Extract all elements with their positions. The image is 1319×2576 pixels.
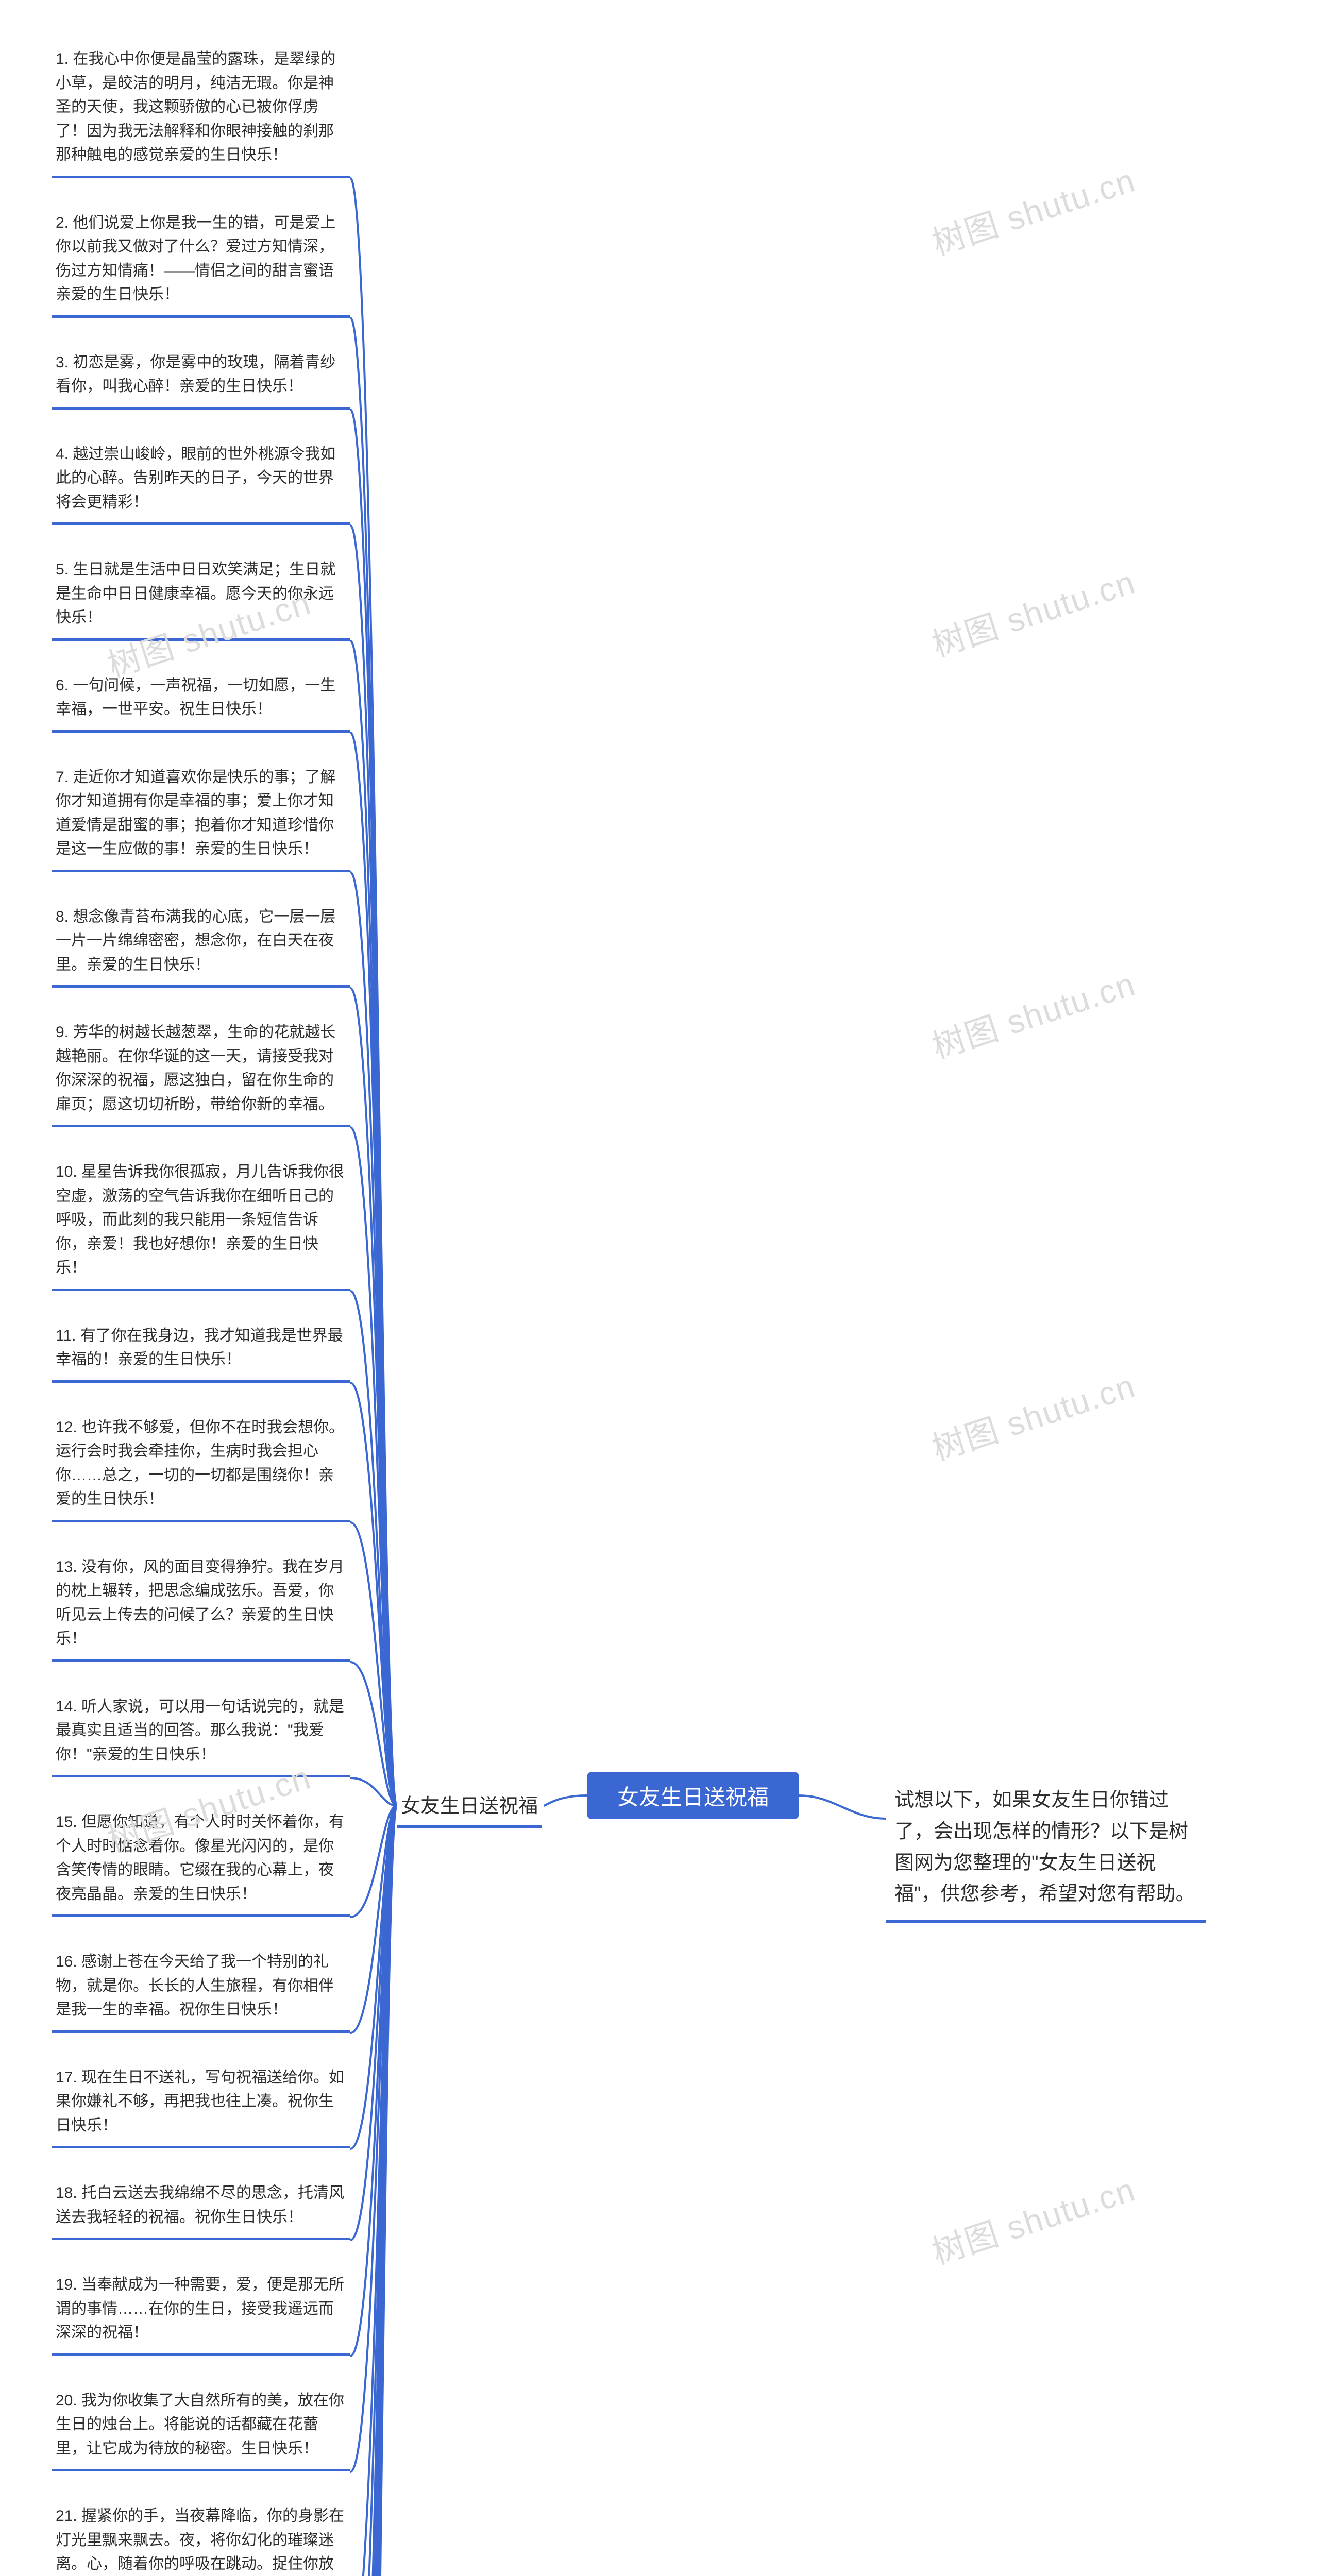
leaf-node: 20. 我为你收集了大自然所有的美，放在你生日的烛台上。将能说的话都藏在花蕾里，… bbox=[52, 2383, 350, 2472]
left-branch-heading: 女友生日送祝福 bbox=[397, 1783, 542, 1828]
leaf-node: 8. 想念像青苔布满我的心底，它一层一层一片一片绵绵密密，想念你，在白天在夜里。… bbox=[52, 899, 350, 988]
leaf-node: 6. 一句问候，一声祝福，一切如愿，一生幸福，一世平安。祝生日快乐！ bbox=[52, 668, 350, 733]
left-branch-label: 女友生日送祝福 bbox=[401, 1795, 538, 1817]
right-description: 试想以下，如果女友生日你错过了，会出现怎样的情形？以下是树图网为您整理的"女友生… bbox=[886, 1774, 1206, 1923]
leaf-node: 5. 生日就是生活中日日欢笑满足；生日就是生命中日日健康幸福。愿今天的你永远快乐… bbox=[52, 552, 350, 641]
leaf-node: 13. 没有你，风的面目变得狰狞。我在岁月的枕上辗转，把思念编成弦乐。吾爱，你听… bbox=[52, 1549, 350, 1662]
leaf-node: 14. 听人家说，可以用一句话说完的，就是最真实且适当的回答。那么我说："我爱你… bbox=[52, 1689, 350, 1778]
root-node: 女友生日送祝福 bbox=[587, 1772, 799, 1819]
leaf-node: 16. 感谢上苍在今天给了我一个特别的礼物，就是你。长长的人生旅程，有你相伴是我… bbox=[52, 1944, 350, 2033]
leaf-node: 10. 星星告诉我你很孤寂，月儿告诉我你很空虚，激荡的空气告诉我你在细听日己的呼… bbox=[52, 1154, 350, 1291]
watermark: 树图 shutu.cn bbox=[925, 2163, 1141, 2274]
leaf-node: 17. 现在生日不送礼，写句祝福送给你。如果你嫌礼不够，再把我也往上凑。祝你生日… bbox=[52, 2060, 350, 2149]
leaf-node: 11. 有了你在我身边，我才知道我是世界最幸福的！亲爱的生日快乐！ bbox=[52, 1318, 350, 1383]
root-label: 女友生日送祝福 bbox=[617, 1780, 769, 1811]
leaf-node: 15. 但愿你知道，有个人时时关怀着你，有个人时时惦念着你。像星光闪闪的，是你含… bbox=[52, 1804, 350, 1917]
leaf-node: 18. 托白云送去我绵绵不尽的思念，托清风送去我轻轻的祝福。祝你生日快乐！ bbox=[52, 2175, 350, 2240]
leaf-node: 21. 握紧你的手，当夜幕降临，你的身影在灯光里飘来飘去。夜，将你幻化的璀璨迷离… bbox=[52, 2498, 350, 2576]
watermark: 树图 shutu.cn bbox=[925, 556, 1141, 666]
leaf-node: 2. 他们说爱上你是我一生的错，可是爱上你以前我又做对了什么？爱过方知情深，伤过… bbox=[52, 205, 350, 318]
watermark: 树图 shutu.cn bbox=[925, 154, 1141, 264]
watermark: 树图 shutu.cn bbox=[925, 2565, 1141, 2576]
leaf-node: 19. 当奉献成为一种需要，爱，便是那无所谓的事情……在你的生日，接受我遥远而深… bbox=[52, 2267, 350, 2356]
leaves-column: 1. 在我心中你便是晶莹的露珠，是翠绿的小草，是皎洁的明月，纯洁无瑕。你是神圣的… bbox=[52, 41, 350, 2576]
leaf-node: 1. 在我心中你便是晶莹的露珠，是翠绿的小草，是皎洁的明月，纯洁无瑕。你是神圣的… bbox=[52, 41, 350, 178]
leaf-node: 7. 走近你才知道喜欢你是快乐的事；了解你才知道拥有你是幸福的事；爱上你才知道爱… bbox=[52, 759, 350, 872]
leaf-node: 9. 芳华的树越长越葱翠，生命的花就越长越艳丽。在你华诞的这一天，请接受我对你深… bbox=[52, 1014, 350, 1127]
watermark: 树图 shutu.cn bbox=[925, 958, 1141, 1068]
leaf-node: 3. 初恋是雾，你是雾中的玫瑰，隔着青纱看你，叫我心醉！亲爱的生日快乐！ bbox=[52, 345, 350, 410]
leaf-node: 4. 越过崇山峻岭，眼前的世外桃源令我如此的心醉。告别昨天的日子，今天的世界将会… bbox=[52, 436, 350, 526]
right-description-text: 试想以下，如果女友生日你错过了，会出现怎样的情形？以下是树图网为您整理的"女友生… bbox=[894, 1789, 1195, 1905]
leaf-node: 12. 也许我不够爱，但你不在时我会想你。运行会时我会牵挂你，生病时我会担心你…… bbox=[52, 1410, 350, 1522]
watermark: 树图 shutu.cn bbox=[925, 1360, 1141, 1470]
